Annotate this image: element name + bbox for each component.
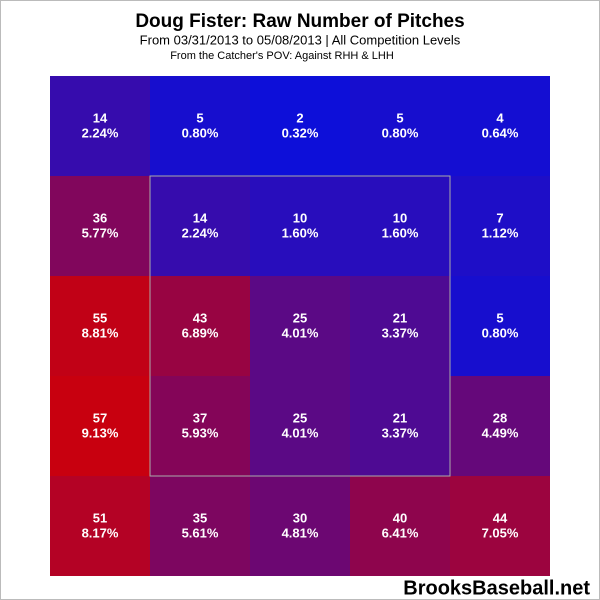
cell-count: 55 — [93, 310, 107, 325]
cell — [350, 176, 450, 276]
cell-percent: 2.24% — [82, 125, 119, 140]
cell — [450, 76, 550, 176]
cell — [250, 76, 350, 176]
cell-count: 5 — [496, 310, 503, 325]
cell-count: 36 — [93, 210, 107, 225]
cell-percent: 4.01% — [282, 425, 319, 440]
cell — [50, 376, 150, 476]
cell — [350, 476, 450, 576]
cell-percent: 6.89% — [182, 325, 219, 340]
watermark: BrooksBaseball.net — [403, 577, 590, 599]
cell — [450, 476, 550, 576]
cell-percent: 9.13% — [82, 425, 119, 440]
cell-percent: 3.37% — [382, 425, 419, 440]
chart-subtitle: From 03/31/2013 to 05/08/2013 | All Comp… — [140, 32, 461, 47]
cell-count: 35 — [193, 510, 207, 525]
cell-count: 37 — [193, 410, 207, 425]
cell-percent: 1.60% — [382, 225, 419, 240]
cell-percent: 8.81% — [82, 325, 119, 340]
cell — [250, 276, 350, 376]
chart-note: From the Catcher's POV: Against RHH & LH… — [170, 50, 394, 62]
cell-count: 30 — [293, 510, 307, 525]
cell — [150, 476, 250, 576]
cell-percent: 4.49% — [482, 425, 519, 440]
cell-count: 21 — [393, 410, 407, 425]
cell — [50, 476, 150, 576]
cells: 142.24%50.80%20.32%50.80%40.64%365.77%14… — [50, 76, 550, 576]
cell — [250, 376, 350, 476]
chart-title: Doug Fister: Raw Number of Pitches — [135, 11, 464, 32]
cell-percent: 1.12% — [482, 225, 519, 240]
cell-percent: 5.61% — [182, 525, 219, 540]
cell — [350, 376, 450, 476]
cell-count: 2 — [296, 110, 303, 125]
cell-percent: 5.77% — [82, 225, 119, 240]
cell-count: 51 — [93, 510, 107, 525]
cell-count: 10 — [293, 210, 307, 225]
cell-percent: 3.37% — [382, 325, 419, 340]
cell-count: 4 — [496, 110, 504, 125]
cell-percent: 0.64% — [482, 125, 519, 140]
cell-count: 7 — [496, 210, 503, 225]
cell-percent: 0.80% — [382, 125, 419, 140]
cell — [50, 276, 150, 376]
cell-count: 40 — [393, 510, 407, 525]
cell-count: 28 — [493, 410, 507, 425]
cell-count: 10 — [393, 210, 407, 225]
cell — [150, 376, 250, 476]
cell-count: 43 — [193, 310, 207, 325]
cell — [450, 376, 550, 476]
cell — [350, 276, 450, 376]
cell-percent: 0.32% — [282, 125, 319, 140]
cell — [450, 176, 550, 276]
cell-count: 14 — [193, 210, 208, 225]
cell — [350, 76, 450, 176]
cell-count: 25 — [293, 410, 307, 425]
cell — [50, 76, 150, 176]
cell-percent: 5.93% — [182, 425, 219, 440]
cell — [50, 176, 150, 276]
cell-count: 25 — [293, 310, 307, 325]
cell-count: 44 — [493, 510, 508, 525]
cell-percent: 8.17% — [82, 525, 119, 540]
cell-percent: 0.80% — [182, 125, 219, 140]
cell-percent: 4.01% — [282, 325, 319, 340]
cell — [250, 176, 350, 276]
strike-zone — [149, 175, 451, 477]
cell — [450, 276, 550, 376]
cell-count: 5 — [396, 110, 403, 125]
cell — [150, 176, 250, 276]
cell-percent: 1.60% — [282, 225, 319, 240]
cell — [250, 476, 350, 576]
cell-percent: 2.24% — [182, 225, 219, 240]
cell — [150, 276, 250, 376]
cell-percent: 0.80% — [482, 325, 519, 340]
cell-percent: 6.41% — [382, 525, 419, 540]
cell — [150, 76, 250, 176]
cell-count: 21 — [393, 310, 407, 325]
cell-count: 14 — [93, 110, 108, 125]
cell-percent: 7.05% — [482, 525, 519, 540]
cell-count: 57 — [93, 410, 107, 425]
cell-percent: 4.81% — [282, 525, 319, 540]
cell-count: 5 — [196, 110, 203, 125]
